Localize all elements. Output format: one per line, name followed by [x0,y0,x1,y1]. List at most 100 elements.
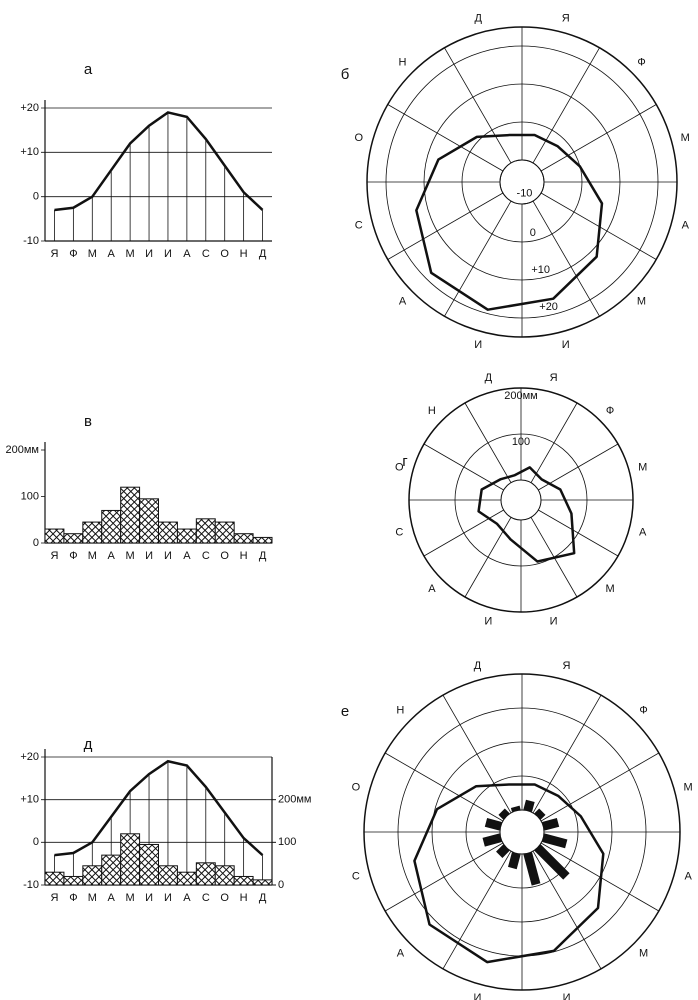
panel-label: б [341,66,350,83]
precipitation-bar [542,817,560,831]
month-label: М [606,583,615,595]
temperature-curve [413,783,605,964]
bar [120,486,141,544]
precipitation-bar [523,799,535,812]
spoke [444,47,512,164]
x-tick-label: А [108,550,116,562]
temperature-line [54,759,264,857]
y-tick-label: 0 [33,191,39,203]
x-tick-label: С [202,892,210,904]
bar [233,533,254,544]
month-label: М [638,461,647,473]
grid-ring [423,83,621,281]
bar [44,871,65,886]
bar [158,865,178,886]
bar [176,871,197,886]
x-tick-label: И [164,550,172,562]
panel-label: д [84,736,93,753]
x-tick-label: О [220,248,229,260]
bar [63,533,84,544]
x-tick-label: А [183,248,191,260]
x-tick-label: С [202,550,210,562]
y2-tick-label: 100 [278,836,296,848]
precipitation-bar [507,852,521,870]
inner-ring [499,809,545,855]
x-tick-label: Ф [69,892,77,904]
grid-ring [454,433,588,567]
spoke [444,200,512,317]
spoke [532,200,600,317]
month-label: И [562,339,570,351]
month-label: Н [396,704,404,716]
grid-ring [461,121,583,243]
month-label: Ф [637,56,645,68]
month-label: М [639,948,648,960]
x-tick-label: Н [240,248,248,260]
month-label: О [354,132,363,144]
x-tick-label: М [126,892,135,904]
x-tick-label: О [220,550,229,562]
r-tick-label: 0 [530,227,536,239]
x-tick-label: И [164,248,172,260]
month-label: О [352,781,361,793]
month-label: А [682,220,690,232]
panel-label: г [402,453,408,470]
temperature-line [54,111,264,212]
r-tick-label: +10 [531,264,550,276]
bar [158,521,178,544]
month-label: С [355,220,363,232]
x-tick-label: Д [259,892,267,904]
month-label: А [639,527,647,539]
precipitation-bar [496,844,510,858]
x-tick-label: А [183,550,191,562]
temperature-curve [477,466,576,563]
month-label: Д [474,660,482,672]
bar [139,498,159,544]
y-tick-label: +10 [20,146,39,158]
month-label: Н [428,405,436,417]
bar [195,862,216,886]
bar [252,879,273,886]
month-label: И [474,339,482,351]
month-label: Ф [606,405,614,417]
r-tick-label: 200мм [504,390,537,402]
grid-ring [499,159,545,205]
x-tick-label: Н [240,892,248,904]
month-label: Ф [639,704,647,716]
month-label: С [395,527,403,539]
x-tick-label: О [220,892,229,904]
y-tick-label: -10 [23,235,39,247]
r-tick-label: 100 [512,436,530,448]
month-label: Я [563,660,571,672]
y2-tick-label: 0 [278,879,284,891]
precipitation-bar [484,817,502,831]
month-label: М [681,132,690,144]
x-tick-label: С [202,248,210,260]
month-label: А [399,295,407,307]
bar [214,865,235,886]
month-label: И [550,616,558,628]
month-label: Д [475,13,483,25]
bar [252,536,273,544]
bar [63,875,84,886]
bar [101,854,122,886]
grid-ring [465,775,579,889]
y-tick-label: 200мм [6,444,39,456]
grid-ring [408,387,634,613]
month-label: Я [550,372,558,384]
bar [139,843,159,886]
month-label: А [397,948,405,960]
x-tick-label: Н [240,550,248,562]
spoke [532,47,600,164]
precipitation-bar [498,808,510,820]
month-label: И [474,992,482,1000]
bar [120,833,141,886]
precipitation-bar [482,833,502,847]
bar [176,528,197,544]
bar [233,875,254,886]
precipitation-bar [523,852,541,886]
x-tick-label: Ф [69,550,77,562]
month-label: А [684,870,692,882]
month-label: А [428,583,436,595]
